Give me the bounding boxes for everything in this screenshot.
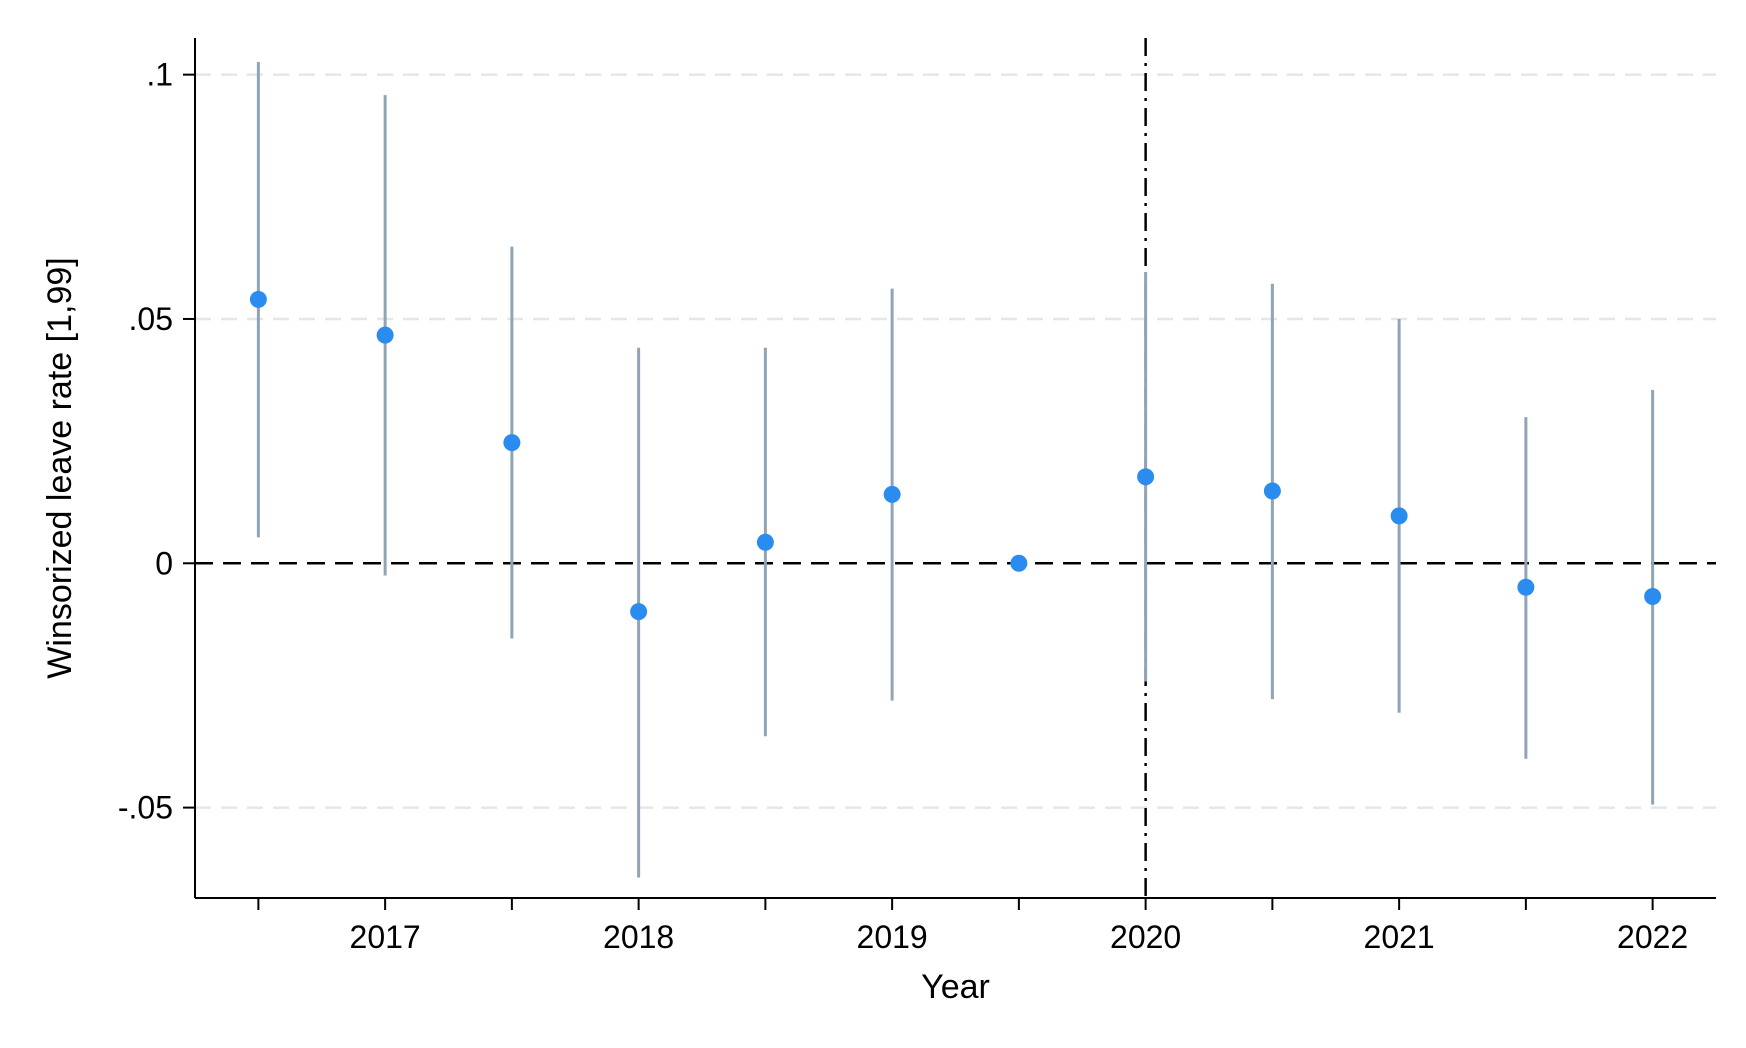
point-estimate-3 <box>630 603 648 621</box>
point-estimate-7 <box>1137 468 1155 486</box>
x-tick-label-1: 2018 <box>603 919 674 955</box>
point-estimate-8 <box>1263 482 1281 500</box>
point-estimate-5 <box>883 485 901 503</box>
y-axis-title: Winsorized leave rate [1,99] <box>41 257 79 678</box>
y-tick-label-2: 0 <box>155 545 173 581</box>
point-estimate-4 <box>756 533 774 551</box>
point-estimate-2 <box>503 434 521 452</box>
point-estimate-0 <box>249 290 267 308</box>
y-tick-label-3: -.05 <box>118 790 173 826</box>
tick-labels: .1 .05 0 -.05 2017 2018 2019 2020 2021 2022 <box>118 57 1688 955</box>
x-tick-label-3: 2020 <box>1110 919 1181 955</box>
y-tick-label-1: .05 <box>129 301 173 337</box>
point-estimates <box>249 290 1662 621</box>
point-estimate-1 <box>376 326 394 344</box>
point-estimate-9 <box>1390 507 1408 525</box>
y-tick-label-0: .1 <box>146 57 173 93</box>
point-estimate-11 <box>1644 588 1662 606</box>
axes <box>183 38 1716 910</box>
x-tick-label-0: 2017 <box>350 919 421 955</box>
point-estimate-10 <box>1517 578 1535 596</box>
x-tick-label-5: 2022 <box>1617 919 1688 955</box>
x-axis-title: Year <box>921 968 990 1006</box>
grid-lines <box>195 73 1716 809</box>
point-estimate-6 <box>1010 554 1028 572</box>
x-tick-label-4: 2021 <box>1364 919 1435 955</box>
x-tick-label-2: 2019 <box>857 919 928 955</box>
